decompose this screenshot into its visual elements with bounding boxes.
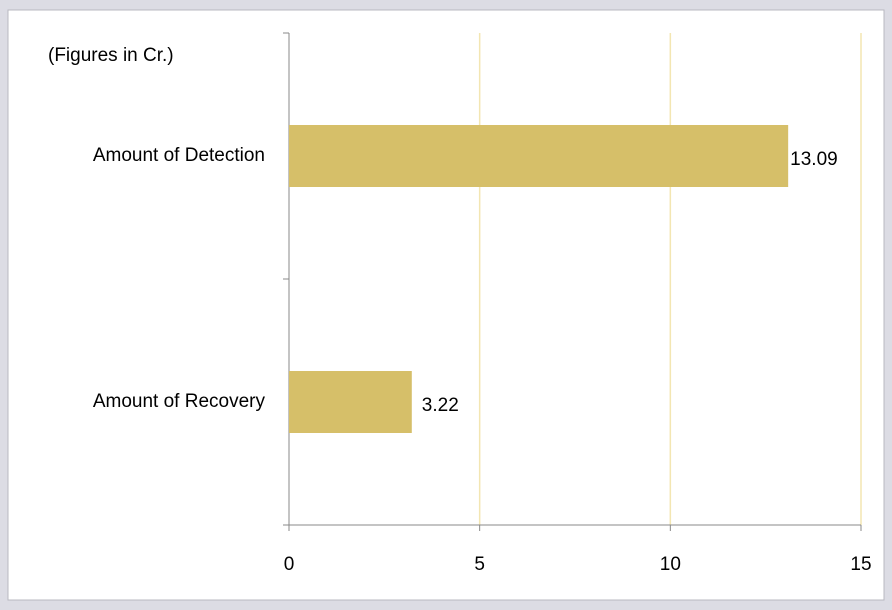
x-tick-label: 5 <box>474 554 485 575</box>
bar <box>289 371 412 433</box>
data-label: 13.09 <box>790 149 838 170</box>
y-tick-label: Amount of Recovery <box>93 391 266 412</box>
chart-subtitle: (Figures in Cr.) <box>48 45 174 66</box>
y-tick-label: Amount of Detection <box>93 145 265 166</box>
x-tick-label: 15 <box>850 554 871 575</box>
x-tick-label: 0 <box>284 554 295 575</box>
chart-panel <box>7 9 885 601</box>
x-tick-label: 10 <box>660 554 681 575</box>
data-label: 3.22 <box>422 395 459 416</box>
bar <box>289 125 789 187</box>
